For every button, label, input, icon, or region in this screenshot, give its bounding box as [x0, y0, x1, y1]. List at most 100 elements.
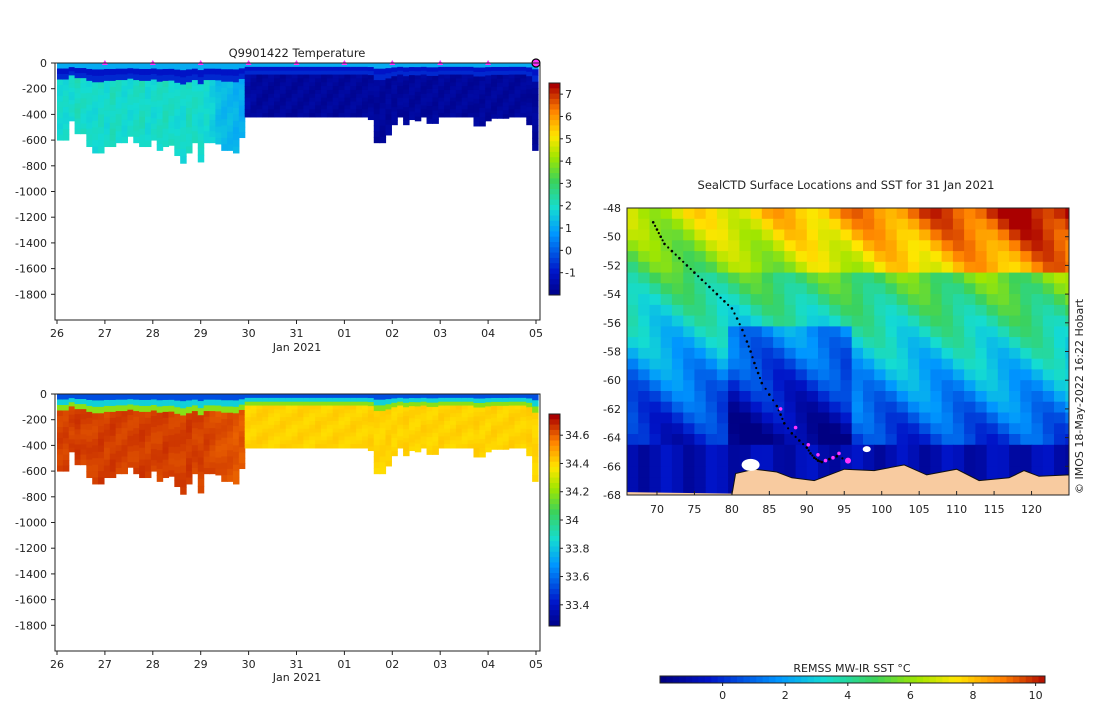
section-cell: [133, 428, 140, 435]
section-cell: [74, 123, 82, 130]
section-cell: [315, 444, 322, 449]
section-cell: [127, 110, 134, 116]
section-cell: [479, 452, 486, 458]
section-cell: [514, 424, 522, 430]
section-cell: [444, 86, 451, 91]
sst-cell: [1020, 294, 1033, 306]
section-cell: [268, 89, 275, 95]
section-cell: [502, 425, 510, 431]
section-cell: [174, 129, 181, 137]
section-cell: [57, 112, 64, 119]
sst-cell: [863, 380, 875, 392]
section-cell: [74, 429, 82, 435]
colorbar-swatch: [549, 257, 560, 264]
section-cell: [391, 398, 398, 404]
section-cell: [508, 413, 516, 418]
section-cell: [115, 416, 123, 423]
x-tick-label: 31: [290, 658, 304, 671]
sst-cell: [795, 229, 808, 242]
sst-cell: [1009, 358, 1022, 371]
section-cell: [180, 63, 187, 71]
section-cell: [444, 440, 451, 445]
salinity-depth-axis: 0-200-400-600-800-1000-1200-1400-1600-18…: [15, 388, 55, 632]
section-cell: [403, 420, 410, 426]
sst-cell: [907, 455, 920, 468]
section-cell: [279, 440, 287, 445]
section-cell: [256, 405, 263, 410]
section-cell: [238, 126, 246, 133]
sst-cell: [1009, 283, 1022, 295]
colorbar-swatch: [769, 676, 776, 683]
section-cell: [103, 441, 111, 449]
section-cell: [62, 63, 70, 70]
section-cell: [115, 450, 123, 458]
section-cell: [350, 397, 357, 403]
section-cell: [450, 86, 457, 91]
section-cell: [303, 420, 310, 426]
section-cell: [168, 80, 175, 87]
section-cell: [461, 394, 469, 399]
section-cell: [385, 435, 392, 441]
section-cell: [426, 106, 434, 111]
section-cell: [432, 119, 439, 124]
section-cell: [356, 63, 363, 68]
sst-cell: [930, 434, 943, 446]
section-cell: [150, 421, 158, 428]
section-cell: [227, 437, 234, 445]
section-cell: [98, 63, 105, 70]
sst-cell: [863, 294, 875, 306]
sst-cell: [1042, 434, 1055, 446]
section-cell: [62, 416, 70, 423]
section-cell: [438, 424, 445, 430]
sst-cell: [818, 315, 830, 328]
sst-cell: [829, 218, 842, 231]
sst-cell: [784, 391, 797, 403]
section-cell: [385, 114, 392, 121]
section-cell: [197, 133, 205, 142]
section-cell: [408, 103, 416, 108]
section-cell: [57, 90, 64, 97]
section-cell: [92, 82, 99, 90]
section-cell: [68, 91, 76, 97]
section-cell: [174, 69, 181, 77]
sst-cell: [952, 401, 965, 414]
section-cell: [420, 417, 428, 422]
section-cell: [303, 428, 310, 434]
section-cell: [109, 435, 117, 443]
section-cell: [455, 89, 463, 95]
temperature-depth-axis: 0-200-400-600-800-1000-1200-1400-1600-18…: [15, 57, 55, 301]
sst-cell: [997, 444, 1010, 457]
track-point: [730, 307, 734, 310]
sst-cell: [728, 337, 741, 349]
section-cell: [232, 107, 240, 115]
section-cell: [57, 449, 64, 456]
section-cell: [444, 97, 451, 103]
section-cell: [139, 122, 146, 130]
section-cell: [514, 409, 522, 414]
colorbar-swatch: [549, 125, 560, 132]
sst-cell: [930, 444, 943, 457]
sst-cell: [728, 304, 741, 317]
section-cell: [356, 109, 363, 114]
section-cell: [62, 399, 70, 406]
x-tick-label: 02: [385, 327, 399, 340]
section-cell: [285, 409, 293, 414]
sst-cell: [784, 466, 797, 478]
section-cell: [461, 63, 469, 68]
section-cell: [68, 100, 76, 105]
sst-cell: [1009, 466, 1022, 478]
section-cell: [367, 426, 375, 431]
section-cell: [362, 417, 369, 422]
sst-cell: [1042, 208, 1055, 220]
section-cell: [485, 104, 492, 109]
sst-cell: [627, 261, 639, 274]
sst-cell: [1042, 272, 1055, 285]
section-cell: [92, 413, 99, 421]
sst-cell: [705, 369, 718, 381]
section-cell: [502, 413, 510, 419]
colorbar-swatch: [871, 676, 879, 683]
sst-cell: [683, 218, 696, 231]
x-tick-label: 05: [529, 327, 543, 340]
section-cell: [244, 63, 252, 68]
y-tick-label: -50: [603, 231, 621, 244]
